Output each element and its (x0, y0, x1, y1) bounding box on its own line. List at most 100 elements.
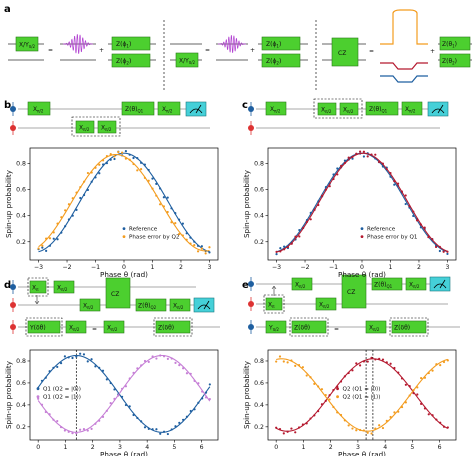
data-point (446, 250, 449, 253)
gate-xd3-label: X (173, 303, 177, 310)
data-point (439, 421, 442, 424)
gate-zdtheta-label: Z(δθ) (158, 325, 174, 332)
fit-line-2 (276, 358, 448, 432)
data-point (40, 379, 44, 382)
svg-text:Xπ/2: Xπ/2 (79, 125, 90, 133)
panel-label-d: d (4, 280, 11, 291)
y-axis-label: Spin-up probability (242, 360, 251, 429)
data-point (309, 376, 312, 379)
data-point (412, 392, 415, 395)
data-point (290, 427, 293, 430)
legend-marker (360, 235, 364, 239)
gate-ztheta-d-sub: Q2 (150, 305, 156, 310)
data-point (117, 394, 120, 397)
gate-x-sub: π/2 (37, 109, 44, 114)
data-point (374, 153, 377, 156)
y-tick-label: 0.8 (254, 358, 264, 365)
legend-marker (122, 227, 126, 231)
gate-zphi1-b-sub: 1 (276, 44, 279, 49)
data-point (320, 403, 324, 406)
legend-entry: Q2 (Q1 = |1⟩) (343, 394, 381, 401)
data-point (63, 429, 66, 432)
data-point (359, 150, 362, 153)
gate-zdtheta-e1 (291, 320, 327, 334)
x-tick-label: 2 (179, 264, 183, 271)
data-point (86, 360, 89, 363)
data-point (408, 205, 411, 208)
data-point (124, 150, 127, 153)
data-point (143, 426, 147, 429)
data-point (332, 177, 335, 181)
data-point (208, 397, 211, 401)
gate-zphi1-label: Z(ϕ (116, 41, 126, 48)
data-point (155, 182, 158, 185)
data-point (423, 226, 426, 229)
gate-xc1-sub: π/2 (274, 109, 281, 114)
data-point (170, 207, 173, 210)
x-tick-label: 0 (274, 444, 278, 451)
data-point (301, 366, 304, 369)
gate-x-pi-e (265, 297, 283, 311)
gate-xc3-label: X (343, 107, 347, 114)
data-point (389, 171, 392, 175)
data-point (328, 398, 331, 401)
data-point (374, 358, 377, 361)
data-point (56, 238, 59, 241)
plus-sign-3: + (430, 48, 435, 55)
data-point (196, 250, 200, 253)
data-point (201, 390, 204, 393)
data-point (305, 374, 308, 377)
data-point (381, 358, 385, 361)
gate-cz-d-label: CZ (111, 291, 119, 298)
data-point (52, 237, 55, 240)
svg-text:Z(θ)Q1: Z(θ)Q1 (125, 106, 144, 114)
svg-text:Xπ/2: Xπ/2 (319, 302, 330, 310)
data-point (446, 252, 449, 256)
svg-text:Z(θ)Q1: Z(θ)Q1 (374, 282, 393, 290)
data-point (128, 153, 131, 156)
data-point (132, 162, 135, 166)
data-point (189, 236, 192, 239)
data-point (136, 157, 139, 160)
data-point (185, 232, 188, 235)
data-point (128, 377, 131, 380)
gate-zdtheta-e2 (391, 320, 427, 334)
gate-ztheta-b-sub: Q1 (137, 109, 143, 114)
data-point (147, 427, 150, 430)
data-point (320, 388, 324, 391)
data-point (102, 163, 105, 166)
data-point (385, 361, 388, 364)
y-tick-label: 0.8 (254, 161, 264, 168)
gate-zphi2-b-label: Z(ϕ (266, 58, 276, 65)
svg-text:Z(ϕ2): Z(ϕ2) (116, 58, 131, 66)
y-axis-label: Spin-up probability (242, 169, 251, 238)
data-point (185, 415, 189, 418)
data-point (204, 391, 208, 394)
data-point (94, 422, 97, 425)
gate-xd5-label: X (107, 325, 111, 332)
data-point (45, 249, 48, 253)
svg-text:Xπ/2: Xπ/2 (295, 282, 306, 290)
data-point (358, 428, 362, 432)
gate-ztheta2-label: Z(θ (442, 58, 452, 65)
data-point (208, 251, 211, 254)
fit-line-1 (38, 152, 210, 253)
data-point (182, 367, 185, 370)
x-tick-label: 5 (172, 444, 176, 451)
gate-xd4-label: X (69, 325, 73, 332)
data-point (385, 419, 388, 422)
gate-x3-sub: π/2 (105, 127, 112, 132)
data-point (435, 363, 438, 366)
data-point (385, 167, 388, 171)
gate-zphi2-b (261, 53, 301, 68)
x-tick-label: −1 (91, 264, 100, 271)
data-point (362, 360, 366, 363)
data-point (189, 409, 192, 413)
data-point (290, 242, 293, 245)
svg-text:Xπ/2: Xπ/2 (107, 325, 118, 333)
chart-panel-c: −3 −2 −1 0 1 2 3 0.2 0.4 0.6 0.8 Phase θ (rad) Spin-… (242, 147, 457, 279)
data-point (420, 402, 423, 405)
svg-text:Xπ/2: Xπ/2 (162, 106, 173, 114)
data-point (37, 247, 40, 250)
data-point (397, 410, 400, 413)
